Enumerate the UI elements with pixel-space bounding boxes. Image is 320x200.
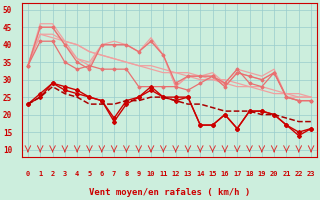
X-axis label: Vent moyen/en rafales ( km/h ): Vent moyen/en rafales ( km/h )	[89, 188, 250, 197]
